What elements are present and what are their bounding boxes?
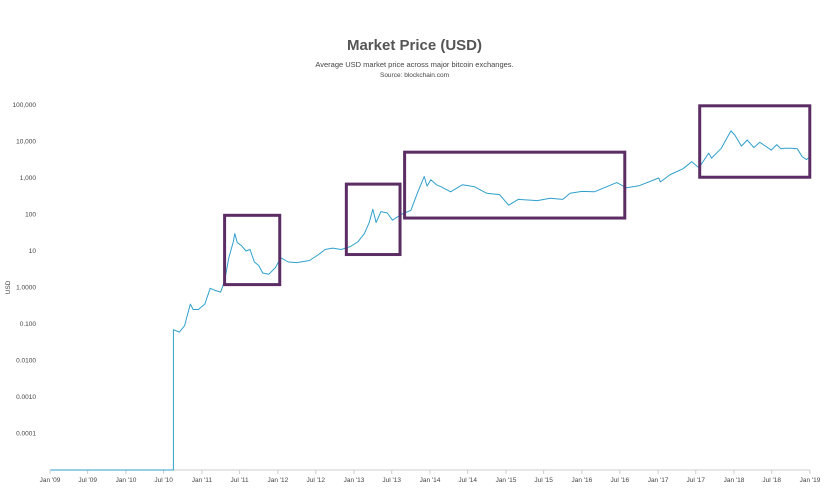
y-tick-label: 0.0100 <box>16 358 36 365</box>
x-axis: Jan '09 Jul '09 Jan '10 Jul '10 Jan '11 Jul '… <box>40 469 821 484</box>
y-tick-label: 10 <box>29 248 37 255</box>
x-tick-label: Jul '11 <box>231 477 249 484</box>
x-tick-label: Jan '17 <box>648 477 669 484</box>
y-axis: 0.0001 0.0010 0.0100 0.100 1.0000 10 100 1,000 1… <box>13 102 37 438</box>
x-tick-label: Jul '12 <box>306 477 325 484</box>
highlight-boxes <box>223 104 812 287</box>
x-tick-label: Jan '14 <box>420 477 441 484</box>
highlight-box <box>344 182 402 257</box>
y-tick-label: 0.0010 <box>16 394 36 401</box>
y-tick-label: 0.0001 <box>16 431 36 438</box>
x-tick-label: Jul '18 <box>762 477 781 484</box>
y-tick-label: 1,000 <box>20 175 37 182</box>
x-tick-label: Jan '18 <box>724 477 745 484</box>
x-tick-label: Jan '12 <box>267 477 288 484</box>
x-tick-label: Jul '16 <box>610 477 629 484</box>
chart-subtitle: Average USD market price across major bi… <box>315 60 514 69</box>
x-tick-label: Jul '17 <box>686 477 705 484</box>
y-axis-label: USD <box>5 280 12 294</box>
x-tick-label: Jan '10 <box>116 477 137 484</box>
x-tick-label: Jan '09 <box>40 477 61 484</box>
y-tick-label: 0.100 <box>20 321 37 328</box>
x-tick-label: Jan '13 <box>344 477 365 484</box>
x-tick-label: Jan '19 <box>800 477 821 484</box>
y-tick-label: 100 <box>25 212 36 219</box>
x-tick-label: Jul '15 <box>534 477 553 484</box>
x-tick-label: Jan '11 <box>192 477 213 484</box>
highlight-box <box>223 213 282 287</box>
x-tick-label: Jan '15 <box>496 477 517 484</box>
y-tick-label: 100,000 <box>13 102 37 109</box>
highlight-box <box>698 104 812 179</box>
x-tick-label: Jul '13 <box>382 477 401 484</box>
chart-source: Source: blockchain.com <box>379 72 449 79</box>
y-tick-label: 10,000 <box>16 139 36 146</box>
x-tick-label: Jul '14 <box>458 477 477 484</box>
chart-title: Market Price (USD) <box>346 37 483 54</box>
x-tick-label: Jul '09 <box>78 477 97 484</box>
y-tick-label: 1.0000 <box>16 285 36 292</box>
x-tick-label: Jan '16 <box>572 477 593 484</box>
highlight-box <box>403 150 627 220</box>
x-tick-label: Jul '10 <box>154 477 173 484</box>
price-series-line[interactable] <box>50 130 811 471</box>
